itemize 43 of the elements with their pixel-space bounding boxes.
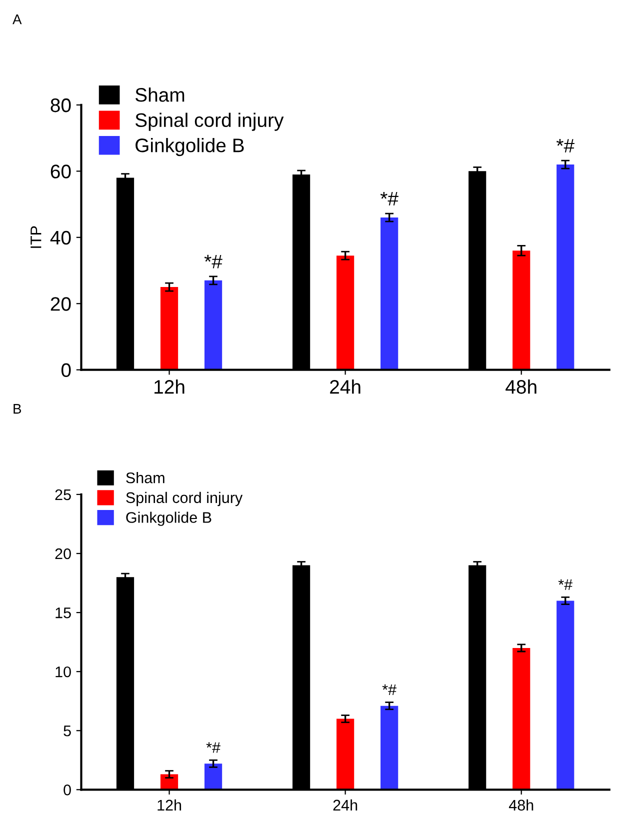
legend-label: Spinal cord injury (135, 112, 284, 131)
chart-title: B (14, 404, 22, 414)
bar (204, 764, 222, 790)
y-tick-label: 40 (50, 230, 71, 245)
y-tick-label: 60 (50, 164, 71, 178)
y-tick-label: 0 (64, 784, 71, 796)
annotation: *# (204, 254, 222, 268)
y-tick-label: 10 (56, 666, 71, 678)
annotation: *# (380, 192, 398, 206)
bar (556, 164, 574, 370)
x-tick-label: 12h (158, 799, 182, 810)
bar (160, 287, 178, 370)
y-tick-label: 5 (64, 726, 71, 736)
bar (556, 600, 574, 790)
bar (380, 218, 398, 370)
bar (336, 256, 354, 370)
legend-label: Spinal cord injury (126, 492, 243, 506)
y-tick-label: 25 (55, 489, 71, 500)
legend-label: Ginkgolide B (136, 138, 244, 156)
legend-label: Ginkgolide B (126, 512, 212, 526)
bar (512, 250, 530, 370)
bar (204, 280, 222, 370)
x-tick-label: 48h (508, 799, 534, 811)
y-tick-label: 0 (61, 363, 71, 378)
y-tick-label: 80 (50, 98, 71, 112)
bar (336, 718, 354, 790)
legend-label: Sham (135, 88, 184, 102)
annotation: *# (556, 139, 574, 152)
y-tick-label: 20 (55, 548, 71, 560)
y-tick-label: 15 (56, 608, 71, 618)
bar (512, 648, 530, 790)
bar (380, 706, 398, 790)
x-tick-label: 24h (330, 380, 360, 394)
x-tick-label: 12h (154, 380, 184, 394)
x-tick-label: 48h (506, 380, 536, 394)
annotation: *# (382, 684, 396, 695)
x-tick-label: 24h (333, 799, 358, 810)
y-tick-label: 20 (50, 297, 71, 311)
annotation: *# (206, 742, 220, 753)
y-axis-title: ITP (30, 226, 42, 248)
annotation: *# (558, 579, 573, 590)
legend-label: Sham (126, 472, 164, 484)
chart-title: A (12, 14, 22, 24)
